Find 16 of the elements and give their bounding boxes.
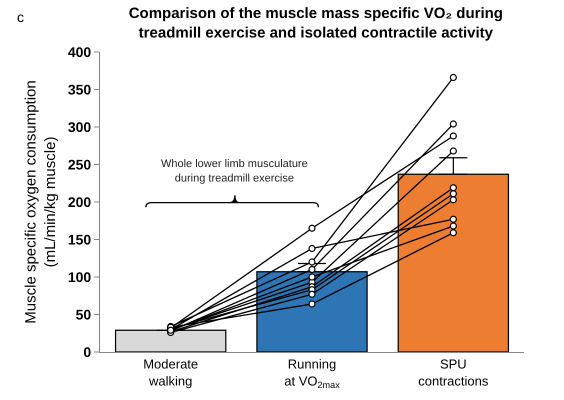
y-tick-label: 400 — [68, 44, 92, 60]
y-tick-label: 250 — [68, 156, 92, 172]
x-tick-label: SPU contractions — [418, 356, 489, 388]
y-tick-label: 0 — [83, 344, 92, 360]
y-tick-label: 200 — [68, 194, 92, 210]
y-axis-title: Muscle specific oxygen consumption (mL/min/kg muscle) — [22, 80, 60, 324]
text: c — [17, 9, 24, 25]
annotation: Whole lower limb musculature during treadmill exercise — [161, 158, 308, 184]
y-tick-label: 150 — [68, 231, 92, 248]
x-tick-label: Running at VO$_{2max}$ — [284, 356, 340, 390]
y-tick-label: 300 — [68, 118, 92, 135]
y-tick-label: 100 — [68, 268, 92, 285]
chart-title: Comparison of the muscle mass specific VO₂ during treadmill exercise and isolated contractile activity — [128, 5, 503, 42]
x-tick-label: Moderate walking — [143, 356, 198, 388]
y-tick-label: 350 — [68, 81, 92, 98]
y-tick-label: 50 — [76, 306, 92, 322]
